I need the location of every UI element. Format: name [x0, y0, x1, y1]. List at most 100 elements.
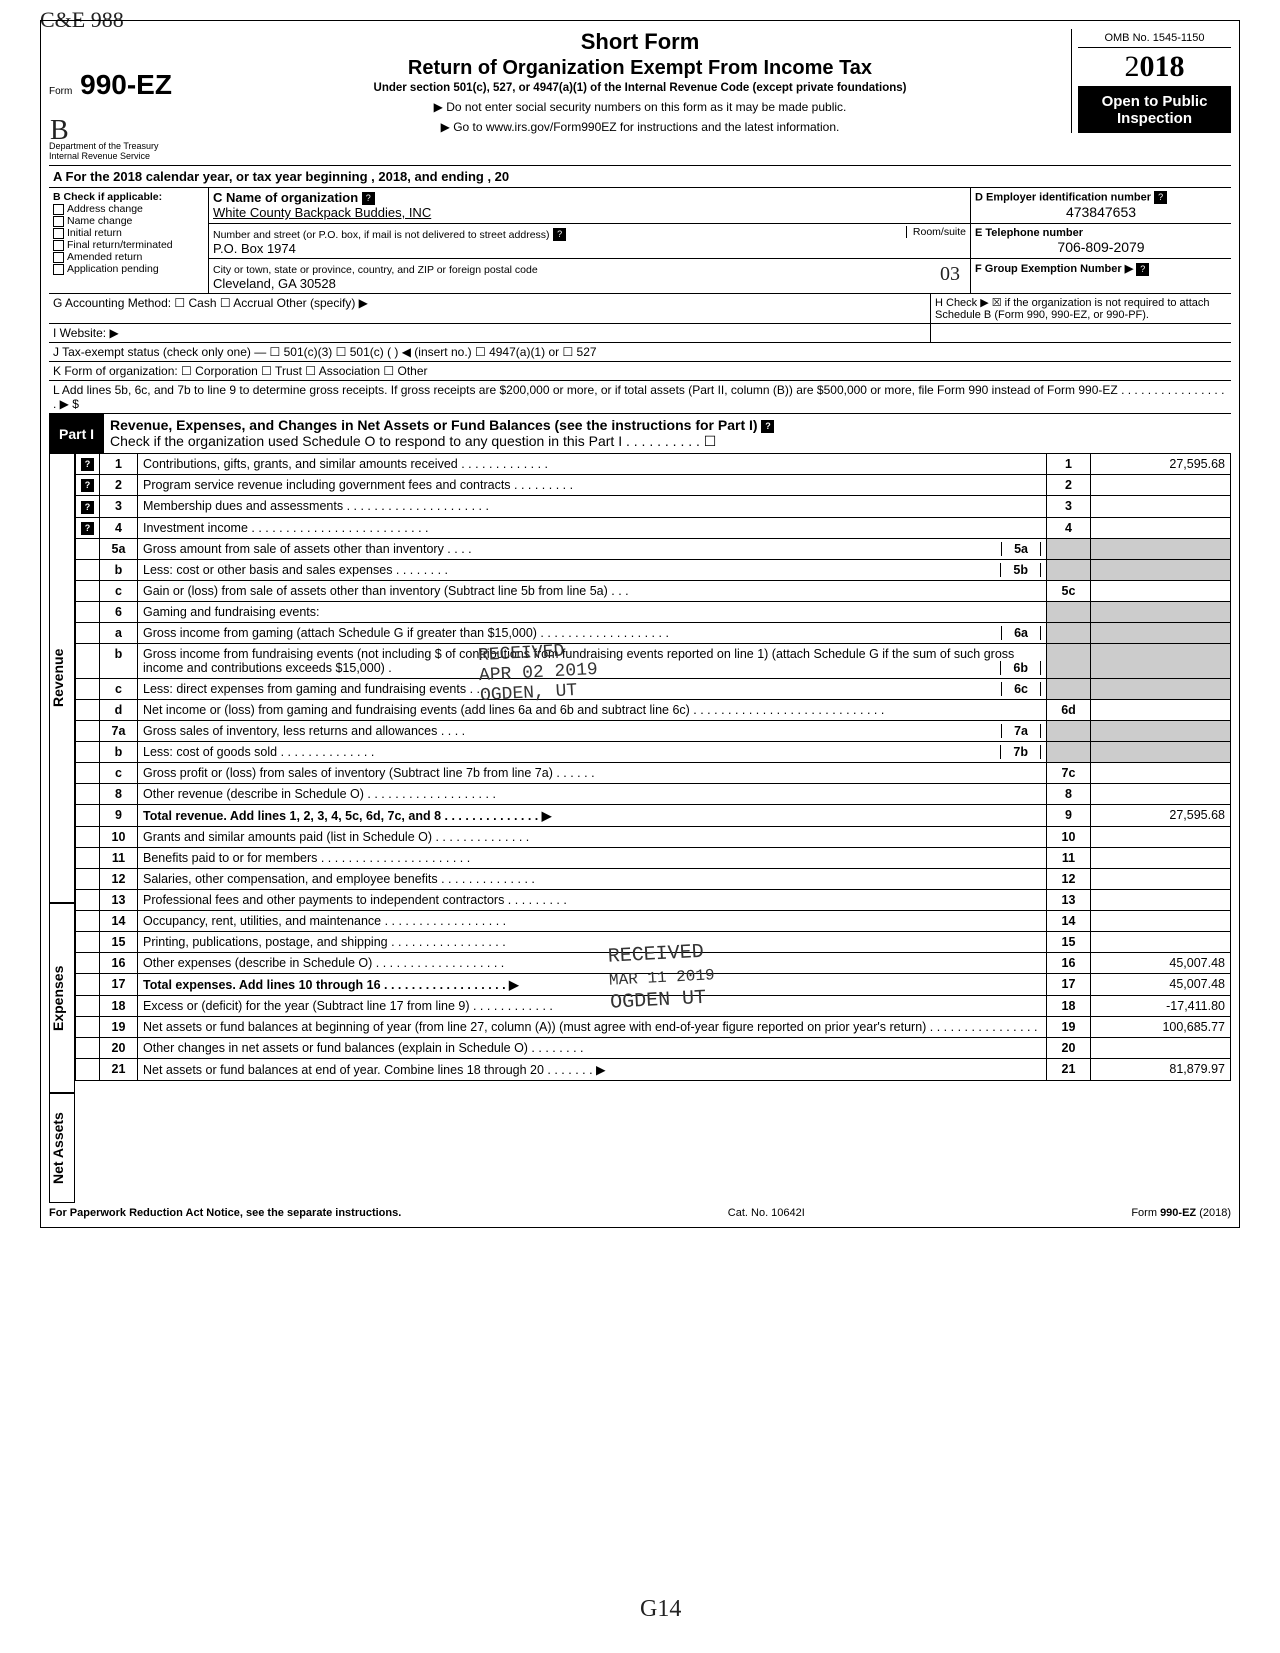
line-row: 20Other changes in net assets or fund ba… — [76, 1037, 1231, 1058]
line-number: 6 — [100, 601, 138, 622]
line-number: c — [100, 580, 138, 601]
line-desc: Other revenue (describe in Schedule O) .… — [138, 783, 1047, 804]
line-row: 8Other revenue (describe in Schedule O) … — [76, 783, 1231, 804]
help-icon[interactable]: ? — [81, 458, 94, 471]
side-label-expenses: Expenses — [49, 903, 75, 1093]
inner-box: 5b — [1000, 563, 1041, 577]
line-desc: Less: cost of goods sold . . . . . . . .… — [138, 741, 1047, 762]
line-number: 1 — [100, 454, 138, 475]
line-box — [1047, 678, 1091, 699]
chk-application-pending-label: Application pending — [67, 263, 159, 275]
line-amount: 81,879.97 — [1091, 1058, 1231, 1080]
line-box: 10 — [1047, 826, 1091, 847]
line-box: 11 — [1047, 847, 1091, 868]
line-amount — [1091, 517, 1231, 538]
section-b: B Check if applicable: Address change Na… — [49, 188, 209, 293]
line-row: 7aGross sales of inventory, less returns… — [76, 720, 1231, 741]
year-2: 2 — [1125, 50, 1140, 83]
chk-name-change-label: Name change — [67, 215, 132, 227]
line-desc: Net assets or fund balances at end of ye… — [138, 1058, 1047, 1080]
chk-address-change[interactable]: Address change — [53, 203, 204, 215]
form-number: Form 990-EZ — [49, 69, 201, 101]
help-icon[interactable]: ? — [81, 501, 94, 514]
section-d-label: D Employer identification number — [975, 191, 1151, 203]
line-box: 14 — [1047, 910, 1091, 931]
line-desc: Gain or (loss) from sale of assets other… — [138, 580, 1047, 601]
line-box: 6d — [1047, 699, 1091, 720]
line-number: 2 — [100, 475, 138, 496]
part-i-check: Check if the organization used Schedule … — [110, 433, 716, 449]
line-number: a — [100, 622, 138, 643]
line-h: H Check ▶ ☒ if the organization is not r… — [931, 294, 1231, 323]
line-l: L Add lines 5b, 6c, and 7b to line 9 to … — [49, 381, 1231, 413]
line-row: 13Professional fees and other payments t… — [76, 889, 1231, 910]
form-label-small: Form — [49, 86, 72, 97]
line-row: ?2Program service revenue including gove… — [76, 475, 1231, 496]
line-number: b — [100, 643, 138, 678]
line-amount: 45,007.48 — [1091, 973, 1231, 995]
chk-final-return[interactable]: Final return/terminated — [53, 239, 204, 251]
line-number: 19 — [100, 1016, 138, 1037]
section-e-label: E Telephone number — [975, 227, 1083, 239]
help-icon[interactable]: ? — [362, 192, 375, 205]
line-amount — [1091, 783, 1231, 804]
line-amount — [1091, 910, 1231, 931]
line-k: K Form of organization: ☐ Corporation ☐ … — [49, 362, 1231, 380]
line-a: A For the 2018 calendar year, or tax yea… — [49, 166, 1231, 187]
help-icon[interactable]: ? — [761, 420, 774, 433]
chk-address-change-label: Address change — [67, 203, 143, 215]
section-e: E Telephone number 706-809-2079 — [971, 224, 1231, 258]
chk-name-change[interactable]: Name change — [53, 215, 204, 227]
line-box — [1047, 643, 1091, 678]
line-desc: Membership dues and assessments . . . . … — [138, 496, 1047, 517]
line-number: 17 — [100, 973, 138, 995]
line-row: ?1Contributions, gifts, grants, and simi… — [76, 454, 1231, 475]
title-return: Return of Organization Exempt From Incom… — [219, 57, 1061, 80]
help-icon[interactable]: ? — [81, 522, 94, 535]
line-amount: 27,595.68 — [1091, 804, 1231, 826]
city-state-zip: Cleveland, GA 30528 — [213, 276, 336, 291]
help-icon[interactable]: ? — [81, 479, 94, 492]
phone: 706-809-2079 — [975, 239, 1227, 255]
line-number: 14 — [100, 910, 138, 931]
chk-application-pending[interactable]: Application pending — [53, 263, 204, 275]
note-url: Go to www.irs.gov/Form990EZ for instruct… — [219, 120, 1061, 134]
line-amount: 45,007.48 — [1091, 952, 1231, 973]
line-amount — [1091, 496, 1231, 517]
help-icon[interactable]: ? — [1154, 191, 1167, 204]
form-id-block: Form 990-EZ Department of the Treasury I… — [49, 29, 209, 161]
line-amount — [1091, 1037, 1231, 1058]
line-desc: Gaming and fundraising events: — [138, 601, 1047, 622]
inner-box: 5a — [1001, 542, 1041, 556]
line-desc: Net assets or fund balances at beginning… — [138, 1016, 1047, 1037]
line-number: 13 — [100, 889, 138, 910]
line-row: bGross income from fundraising events (n… — [76, 643, 1231, 678]
help-icon[interactable]: ? — [553, 228, 566, 241]
line-box — [1047, 601, 1091, 622]
line-row: bLess: cost of goods sold . . . . . . . … — [76, 741, 1231, 762]
help-icon[interactable]: ? — [1136, 263, 1149, 276]
line-box — [1047, 559, 1091, 580]
line-desc: Total revenue. Add lines 1, 2, 3, 4, 5c,… — [138, 804, 1047, 826]
subtitle: Under section 501(c), 527, or 4947(a)(1)… — [219, 82, 1061, 94]
line-row: aGross income from gaming (attach Schedu… — [76, 622, 1231, 643]
year-8: 8 — [1170, 50, 1185, 83]
line-box: 15 — [1047, 931, 1091, 952]
line-box: 12 — [1047, 868, 1091, 889]
line-amount — [1091, 741, 1231, 762]
line-number: c — [100, 678, 138, 699]
chk-initial-return[interactable]: Initial return — [53, 227, 204, 239]
line-desc: Benefits paid to or for members . . . . … — [138, 847, 1047, 868]
header-center: Short Form Return of Organization Exempt… — [209, 29, 1071, 134]
line-box: 21 — [1047, 1058, 1091, 1080]
room-label: Room/suite — [906, 226, 966, 238]
line-number: 15 — [100, 931, 138, 952]
footer-mid: Cat. No. 10642I — [728, 1207, 805, 1219]
line-box — [1047, 741, 1091, 762]
part-i-label: Part I — [49, 423, 104, 445]
chk-amended-return[interactable]: Amended return — [53, 251, 204, 263]
line-amount: 100,685.77 — [1091, 1016, 1231, 1037]
line-desc: Grants and similar amounts paid (list in… — [138, 826, 1047, 847]
line-amount: -17,411.80 — [1091, 995, 1231, 1016]
line-j: J Tax-exempt status (check only one) — ☐… — [49, 343, 1231, 361]
